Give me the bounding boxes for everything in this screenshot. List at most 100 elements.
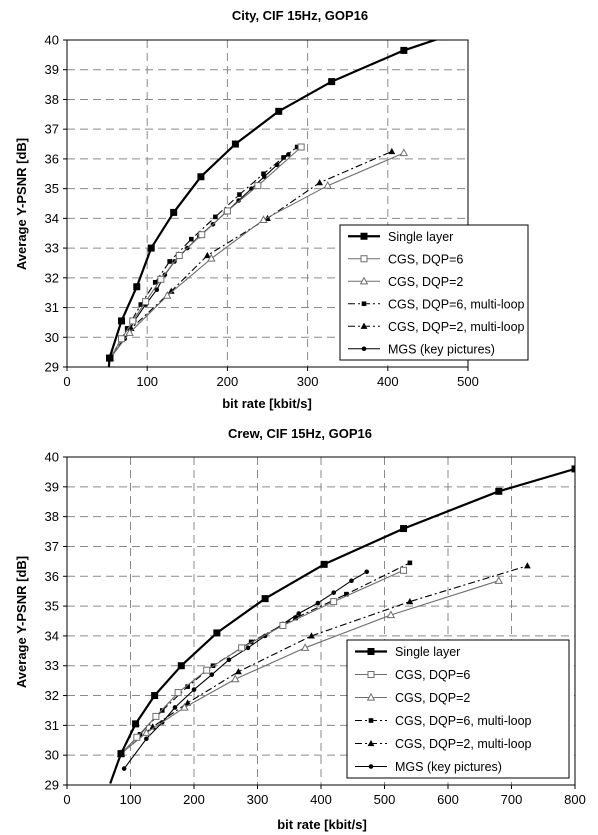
data-point [117,750,125,758]
y-tick-label: 32 [45,270,59,285]
legend-label: MGS (key pictures) [395,760,502,774]
x-tick-label: 0 [63,792,70,807]
legend-label: Single layer [395,645,460,659]
data-point [320,560,328,568]
data-point [495,487,503,495]
data-point [203,666,211,674]
x-tick-label: 400 [377,374,399,389]
x-tick-label: 500 [457,374,479,389]
data-point [138,302,144,307]
data-point [191,687,197,692]
data-point [275,107,283,115]
data-point [167,259,172,264]
data-point [245,645,251,651]
x-tick-label: 300 [297,374,319,389]
y-tick-label: 36 [45,151,59,166]
data-point [163,291,172,299]
x-tick-label: 200 [183,792,205,807]
data-point [180,702,189,711]
data-point [308,632,315,639]
y-tick-label: 36 [45,569,59,584]
data-point [315,600,321,606]
x-tick-label: 300 [247,792,269,807]
legend-label: CGS, DQP=6, multi-loop [395,714,532,728]
legend-swatch-marker [360,232,368,240]
y-tick-label: 34 [45,211,59,226]
data-point [440,40,448,41]
data-point [124,326,130,331]
series-line [109,146,298,359]
data-point [198,231,206,239]
legend-label: Single layer [388,230,453,244]
data-point [331,590,337,595]
data-point [209,672,215,677]
legend-item: CGS, DQP=2 [355,691,470,705]
plot-frame [66,39,469,368]
data-point [118,335,126,343]
series-line [109,154,289,359]
y-tick-label: 29 [45,360,59,375]
legend-item: CGS, DQP=2, multi-loop [355,737,532,751]
legend-swatch-marker [360,322,368,329]
y-tick-label: 38 [45,92,59,107]
chart-title: City, CIF 15Hz, GOP16 [232,8,368,23]
data-point [328,78,336,86]
data-point [185,684,190,689]
data-point [407,560,413,566]
data-point [293,615,298,621]
data-point [133,733,141,741]
y-tick-label: 39 [45,62,59,77]
data-point [571,465,575,473]
legend-swatch-marker [367,739,375,747]
y-axis-label: Average Y-PSNR [dB] [14,556,29,688]
data-point [231,140,239,148]
legend-item: MGS (key pictures) [348,342,495,356]
data-point [223,207,231,215]
legend-item: CGS, DQP=6, multi-loop [355,714,532,728]
data-point [235,668,242,675]
data-point [248,639,254,645]
series-6 [108,152,291,361]
y-tick-label: 33 [45,241,59,256]
legend-item: CGS, DQP=6, multi-loop [348,297,525,311]
y-tick-label: 30 [45,748,59,763]
data-point [213,629,221,637]
y-tick-label: 33 [45,658,59,673]
data-point [129,317,137,325]
y-tick-label: 31 [45,718,59,733]
series-line [107,40,439,367]
data-point [238,644,246,652]
data-point [494,576,504,584]
legend: Single layer CGS, DQP=6 CGS, DQP=2 CGS, DQP… [346,639,570,779]
ticks: 0 100 200 300 400 500 29 30 31 32 33 34 35 36 37 38 39 40 [45,33,479,390]
data-point [330,598,338,606]
legend-item: Single layer [355,645,460,659]
data-point [151,692,159,700]
x-tick-label: 100 [136,374,158,389]
crew-chart: Crew, CIF 15Hz, GOP16 bit rate [kbit/s] … [14,426,586,832]
data-point [364,569,370,575]
data-point [523,562,531,569]
data-point [349,578,354,584]
series-4 [108,144,300,361]
data-point [236,198,241,203]
legend-label: CGS, DQP=6 [395,668,470,682]
data-point [167,287,175,294]
data-point [133,283,141,291]
x-tick-label: 500 [374,792,396,807]
data-point [323,181,332,189]
legend-box [339,224,529,361]
data-point [184,699,192,706]
data-point [203,251,211,259]
data-point [177,662,185,670]
legend-swatch-marker [368,718,374,723]
y-tick-label: 31 [45,300,59,315]
series-2 [117,566,408,758]
data-point [237,192,242,197]
legend-swatch-marker [361,346,367,352]
legend-item: CGS, DQP=6 [348,252,463,266]
data-point [231,674,240,683]
data-point [279,621,287,629]
data-point [400,525,408,533]
data-point [261,595,269,603]
